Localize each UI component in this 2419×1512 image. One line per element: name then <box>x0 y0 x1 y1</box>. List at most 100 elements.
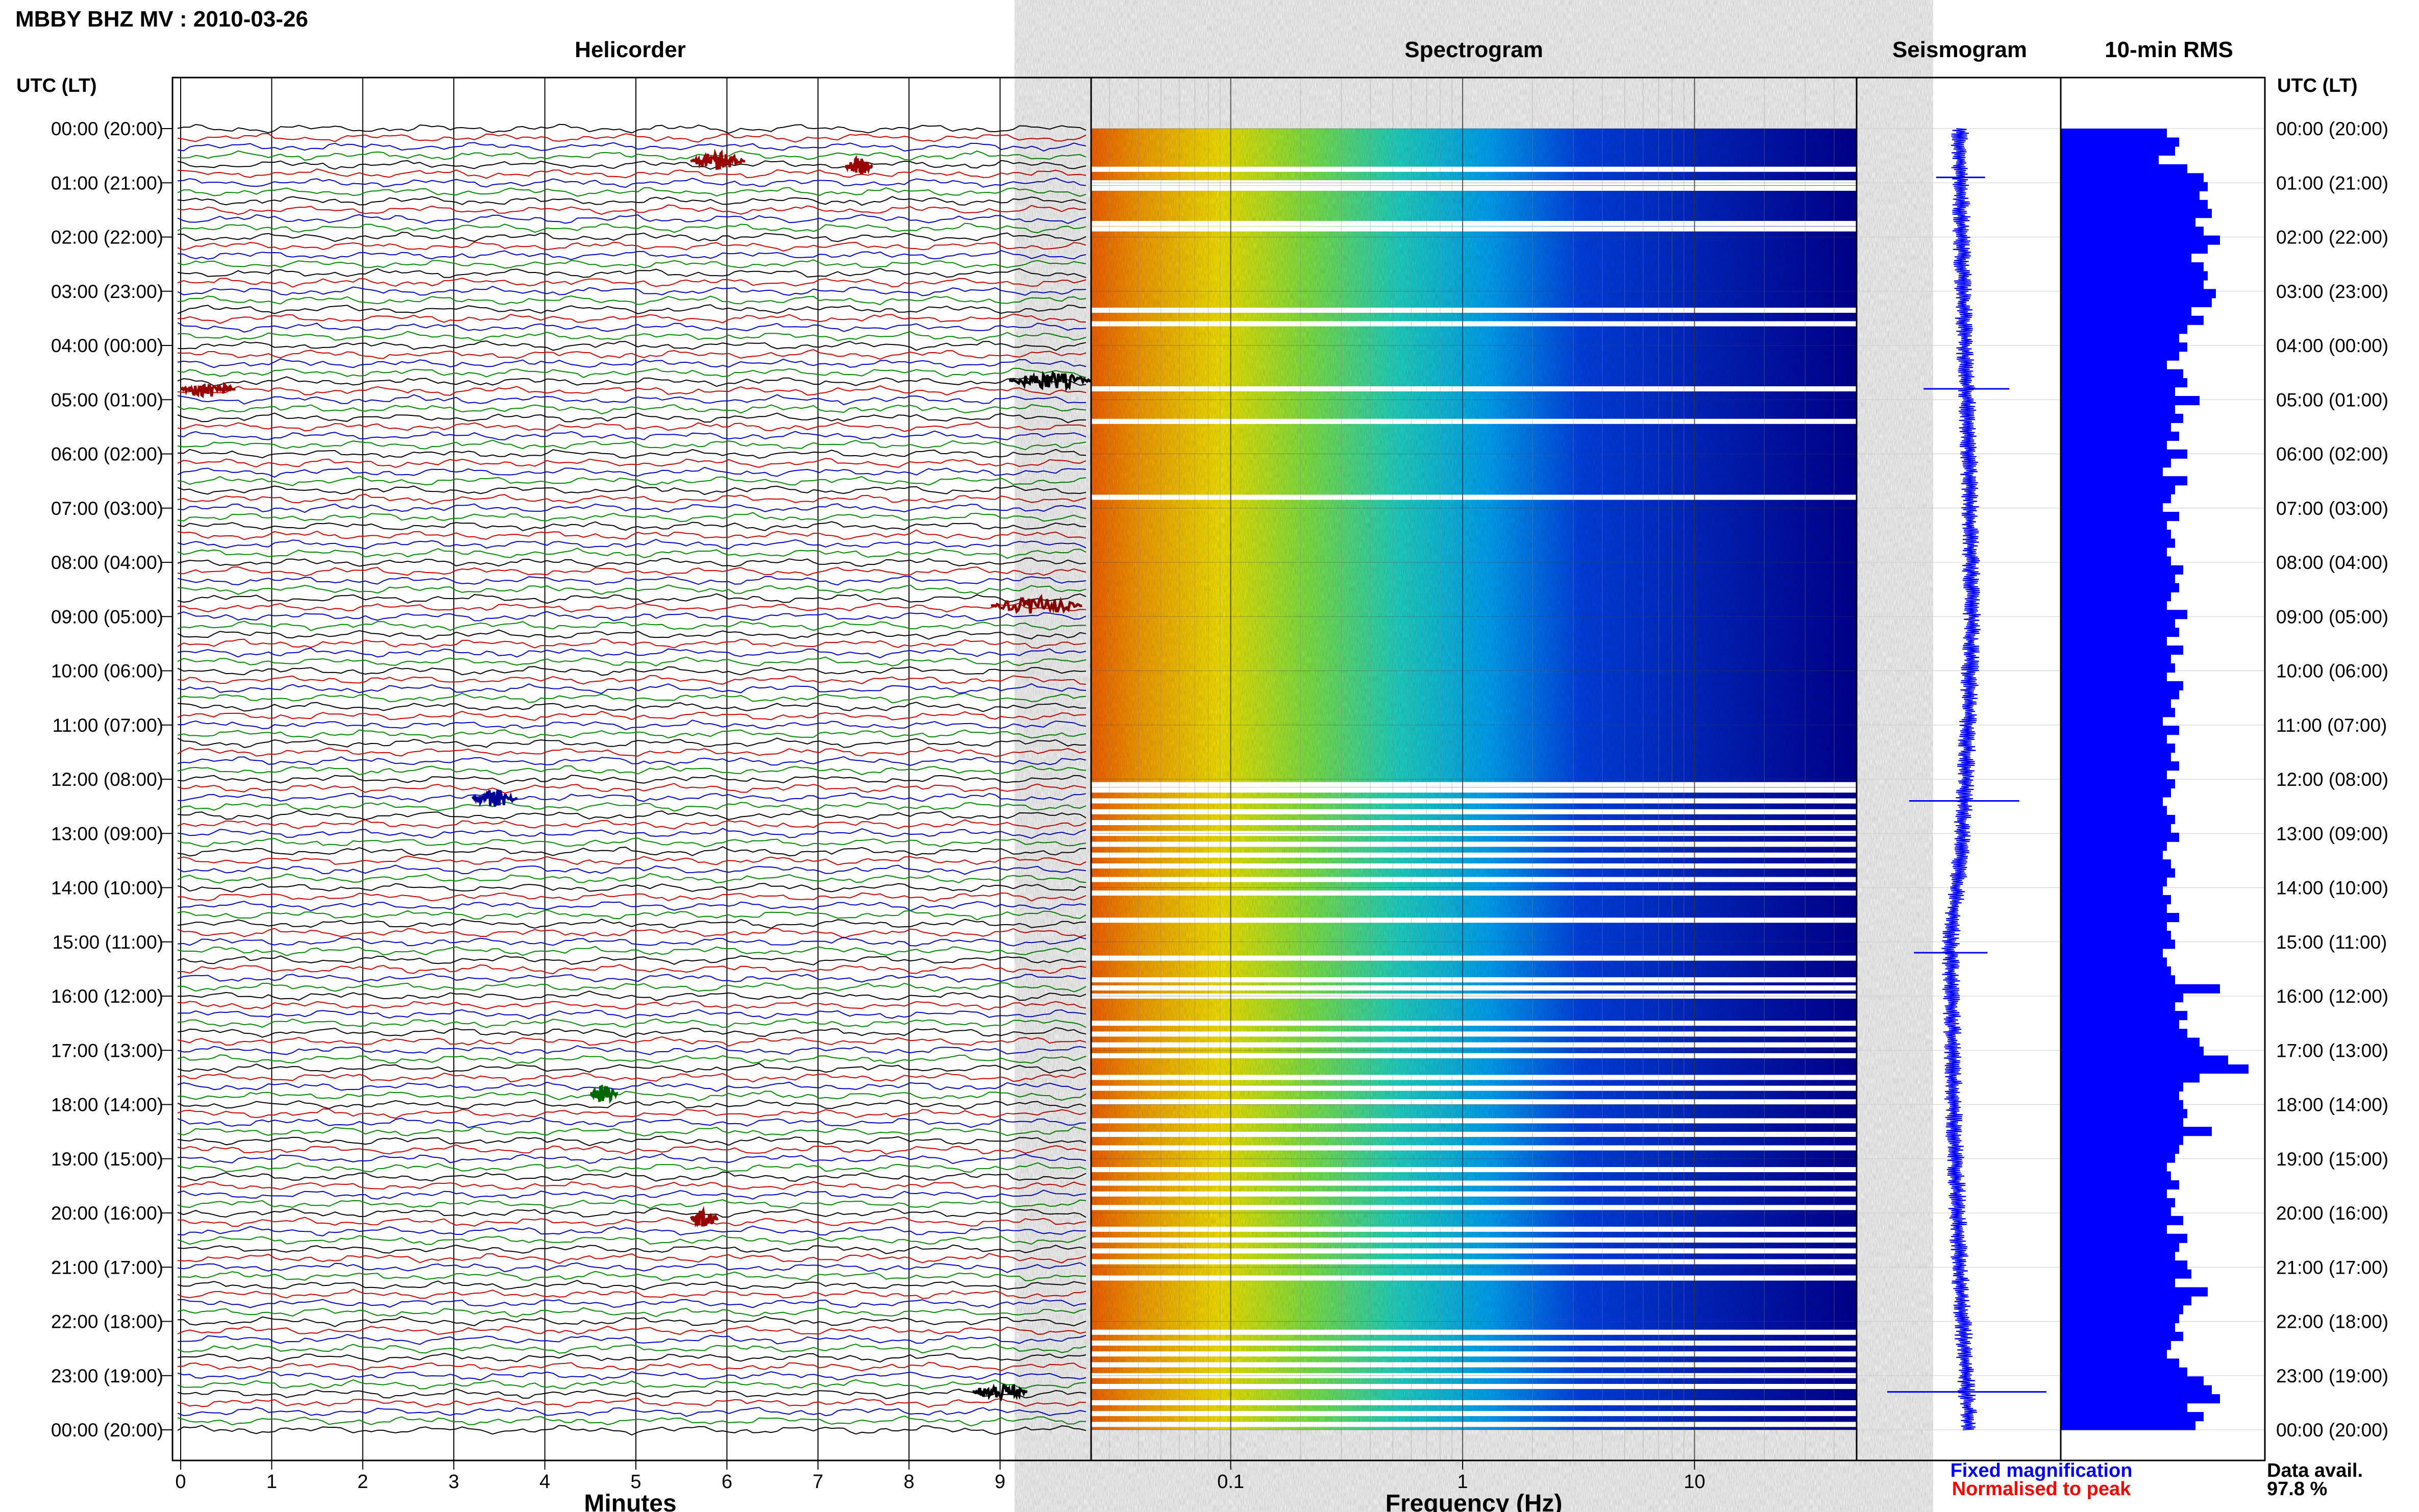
rms-bar <box>2061 1233 2187 1243</box>
helicorder-trace <box>177 629 1087 640</box>
rms-bar <box>2061 378 2187 388</box>
rms-bar <box>2061 797 2163 807</box>
helicorder-trace <box>177 1371 1087 1381</box>
legend-normalised: Normalised to peak <box>1952 1478 2131 1500</box>
hour-label-left: 16:00 (12:00) <box>51 986 163 1007</box>
rms-bar <box>2061 939 2175 949</box>
helicorder-event <box>689 1206 719 1228</box>
hour-label-left: 00:00 (20:00) <box>51 118 163 139</box>
helicorder-trace <box>177 1162 1087 1173</box>
helicorder-trace <box>177 775 1087 785</box>
rms-bar <box>2061 200 2208 209</box>
helicorder-event <box>589 1084 619 1104</box>
hour-label-left: 20:00 (16:00) <box>51 1203 163 1224</box>
helicorder-trace <box>177 883 1087 893</box>
helicorder-trace <box>177 990 1087 1001</box>
rms-bar <box>2061 1251 2175 1261</box>
spectrogram-gap <box>1091 1226 1857 1232</box>
hour-label-right: 18:00 (14:00) <box>2276 1095 2388 1116</box>
spectrogram-gap <box>1091 307 1857 313</box>
spectrogram-texture <box>1091 129 1857 1430</box>
spectrogram-gap <box>1091 1275 1857 1281</box>
rms-bar <box>2061 930 2171 940</box>
rms-bar <box>2061 975 2175 985</box>
helicorder-x-tick-label: 2 <box>357 1471 368 1493</box>
helicorder-trace <box>177 1333 1087 1345</box>
helicorder-trace <box>177 1009 1087 1020</box>
hour-label-left: 02:00 (22:00) <box>51 227 163 248</box>
spectrogram-gap <box>1091 918 1857 923</box>
rms-bar <box>2061 761 2179 771</box>
helicorder-trace <box>177 1171 1087 1182</box>
rms-bar <box>2061 663 2175 673</box>
rms-bar <box>2061 1189 2167 1199</box>
rms-bar <box>2061 1305 2183 1315</box>
helicorder-trace <box>177 1081 1087 1092</box>
hour-label-left: 10:00 (06:00) <box>51 661 163 682</box>
rms-bar <box>2061 672 2167 682</box>
rms-bar <box>2061 431 2179 441</box>
rms-bar <box>2061 1287 2208 1297</box>
rms-bar <box>2061 315 2204 325</box>
helicorder-trace <box>177 593 1087 604</box>
helicorder-x-tick-label: 0 <box>175 1471 186 1493</box>
rms-bar <box>2061 1029 2187 1038</box>
rms-bar <box>2061 806 2167 815</box>
rms-bar <box>2061 1100 2183 1109</box>
rms-bar <box>2061 1180 2179 1190</box>
spectrogram-gap <box>1091 809 1857 814</box>
rms-bar <box>2061 191 2200 201</box>
helicorder-trace <box>177 1090 1087 1101</box>
spectrogram-gap <box>1091 890 1857 896</box>
helicorder-x-tick-label: 6 <box>722 1471 732 1493</box>
helicorder-trace <box>177 349 1087 360</box>
rms-bar <box>2061 547 2167 557</box>
helicorder-event <box>471 789 519 807</box>
hour-label-right: 00:00 (20:00) <box>2276 1420 2388 1441</box>
hour-label-right: 10:00 (06:00) <box>2276 661 2388 682</box>
helicorder-event <box>991 593 1082 614</box>
helicorder-trace <box>177 756 1087 766</box>
helicorder-trace <box>177 150 1087 161</box>
spectrogram-gap <box>1091 166 1857 172</box>
helicorder-title: Helicorder <box>575 37 686 62</box>
helicorder-trace <box>177 503 1087 513</box>
rms-bar <box>2061 1358 2179 1368</box>
helicorder-trace <box>177 304 1087 314</box>
rms-title: 10-min RMS <box>2105 37 2233 62</box>
rms-bar <box>2061 262 2204 272</box>
legend-fixed: Fixed magnification <box>1951 1460 2133 1481</box>
helicorder-trace <box>177 792 1087 803</box>
helicorder-trace <box>177 621 1087 631</box>
helicorder-trace <box>177 493 1087 505</box>
helicorder-trace <box>177 710 1087 721</box>
hour-label-right: 13:00 (09:00) <box>2276 823 2388 844</box>
rms-bar <box>2061 1109 2187 1119</box>
rms-bar <box>2061 1020 2179 1029</box>
helicorder-trace <box>177 1108 1087 1119</box>
spectrogram-gap <box>1091 1131 1857 1137</box>
helicorder-trace <box>177 133 1087 143</box>
utc-header-right: UTC (LT) <box>2277 75 2358 96</box>
spectrogram-gap <box>1091 831 1857 836</box>
helicorder-trace <box>177 973 1087 983</box>
hour-label-right: 23:00 (19:00) <box>2276 1366 2388 1386</box>
spectrogram-gap <box>1091 863 1857 869</box>
helicorder-trace <box>177 1126 1087 1137</box>
helicorder-trace <box>177 683 1087 695</box>
rms-bar <box>2061 538 2175 548</box>
helicorder-trace <box>177 647 1087 659</box>
rms-bar <box>2061 155 2159 165</box>
helicorder-trace <box>177 177 1087 188</box>
helicorder-trace <box>177 1027 1087 1038</box>
hour-label-right: 01:00 (21:00) <box>2276 172 2388 193</box>
rms-bar <box>2061 1073 2200 1083</box>
hour-label-right: 07:00 (03:00) <box>2276 498 2388 519</box>
rms-bar <box>2061 1135 2183 1145</box>
rms-bar <box>2061 164 2187 173</box>
helicorder-trace <box>177 485 1087 495</box>
rms-bar <box>2061 636 2167 646</box>
spectrogram-gap <box>1091 1205 1857 1210</box>
helicorder-trace <box>177 1018 1087 1028</box>
helicorder-trace <box>177 1397 1087 1408</box>
